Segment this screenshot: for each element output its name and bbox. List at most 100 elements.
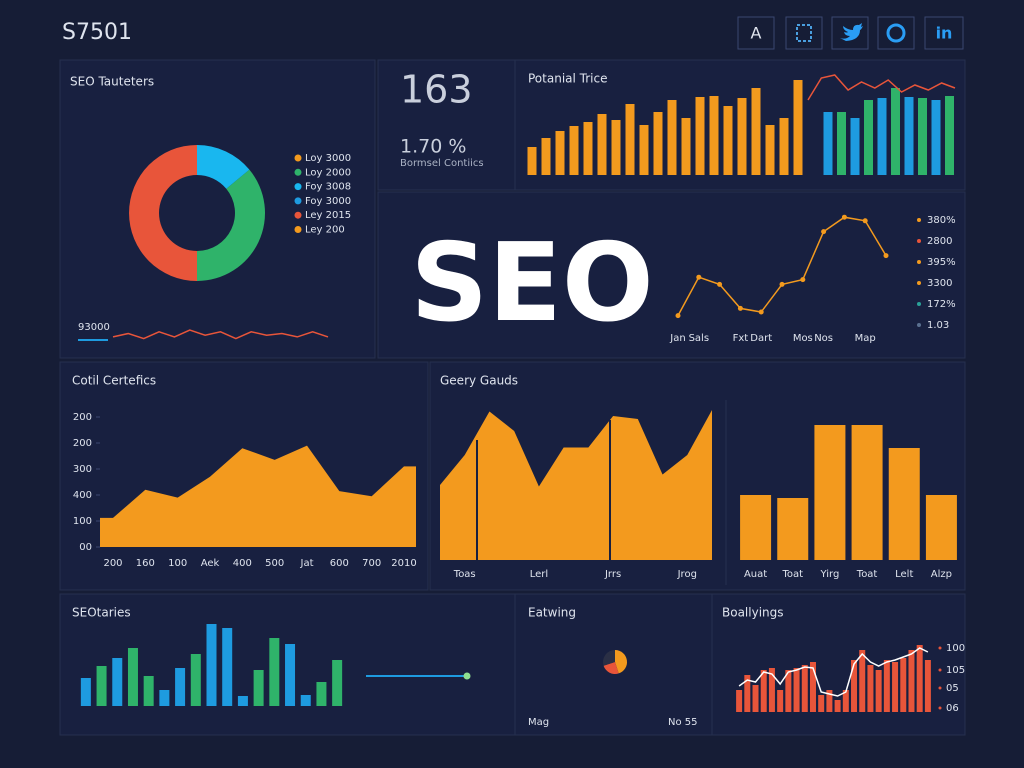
pie-slice (603, 662, 619, 674)
y-tick-label: 200 (73, 412, 92, 423)
bar (883, 660, 890, 712)
legend-label: 395% (927, 257, 956, 268)
legend-label: Ley 200 (305, 225, 345, 236)
line-point (862, 218, 868, 224)
bar (818, 695, 825, 712)
x-tick-label: Lerl (530, 569, 548, 580)
legend-label: 2800 (927, 236, 952, 247)
legend-label: 380% (927, 215, 956, 226)
panel (377, 59, 516, 191)
bar (851, 660, 858, 712)
bar (916, 645, 923, 712)
icon-box[interactable] (785, 16, 823, 50)
line (112, 329, 329, 340)
bar (269, 638, 280, 706)
chart-title: SEO Tauteters (70, 75, 154, 89)
x-tick-label: 600 (330, 558, 349, 569)
bar (888, 448, 920, 560)
pie-slice (129, 145, 197, 281)
chart-title: Boallyings (722, 606, 784, 620)
x-tick-label: Mos (793, 333, 813, 344)
bar (667, 100, 677, 175)
legend-swatch (294, 154, 302, 162)
pie-slice (197, 169, 265, 281)
bar (779, 118, 789, 175)
line-point (758, 309, 764, 315)
bar (793, 80, 803, 175)
bar (931, 100, 941, 175)
bar (785, 670, 792, 712)
legend-swatch (917, 260, 921, 264)
bar (891, 88, 900, 175)
bar (740, 495, 772, 560)
legend-label: 1.03 (927, 320, 949, 331)
area-edge (404, 466, 416, 547)
bar (285, 644, 296, 706)
legend-label: Loy 3000 (305, 153, 351, 164)
x-tick-label: Auat (744, 569, 767, 580)
y-tick-label: 300 (73, 464, 92, 475)
bar (765, 125, 775, 175)
bar (127, 648, 138, 706)
icon-label[interactable]: A (751, 24, 762, 43)
bar (892, 662, 899, 712)
legend-label: Ley 2015 (305, 210, 351, 221)
kpi-change: 1.70 % (400, 136, 466, 158)
pie-slice (603, 650, 615, 666)
bar (300, 695, 311, 706)
bar (908, 650, 915, 712)
y-tick-label: 05 (946, 683, 959, 694)
y-tick-label: 400 (73, 490, 92, 501)
x-tick-label: Alzp (931, 569, 952, 580)
bar (737, 98, 747, 175)
bar (867, 665, 874, 712)
y-tick-label: 100 (946, 643, 965, 654)
bar (801, 665, 808, 712)
x-tick-label: Aek (201, 558, 220, 569)
bar (875, 670, 882, 712)
icon-box[interactable] (737, 16, 775, 50)
bar (809, 662, 816, 712)
x-tick-label: Jrog (677, 569, 697, 580)
bar (850, 118, 860, 175)
x-tick-label: Sals (689, 333, 709, 344)
x-tick-label: Yirg (820, 569, 840, 580)
line-point (675, 313, 681, 319)
icon-box[interactable] (924, 16, 964, 50)
chart-title: Geery Gauds (440, 374, 518, 388)
kpi-value: 163 (400, 68, 473, 112)
legend-label: Loy 2000 (305, 167, 351, 178)
bar (527, 147, 537, 175)
legend-label: 172% (927, 299, 956, 310)
sparkline-label: 93000 (78, 322, 110, 333)
chart-title: Eatwing (528, 606, 576, 620)
y-tick-label: 105 (946, 665, 965, 676)
line-point (800, 277, 806, 283)
social-icons: A in (737, 16, 964, 50)
hero-text: SEO (410, 221, 653, 346)
bar (143, 676, 154, 706)
legend-swatch (294, 226, 302, 233)
chart-title: Potanial Trice (528, 72, 607, 86)
bar (842, 690, 849, 712)
icon-box[interactable] (831, 16, 869, 50)
bar (332, 660, 343, 706)
tick-mark (938, 686, 942, 690)
bar (744, 675, 751, 712)
line-point (841, 214, 847, 220)
area-edge (100, 517, 113, 547)
icon-label[interactable]: in (936, 24, 953, 43)
x-tick-label: Lelt (895, 569, 913, 580)
x-tick-label: Toat (781, 569, 803, 580)
bar (859, 650, 866, 712)
icon-box[interactable] (877, 16, 915, 50)
bar (793, 668, 800, 712)
line-point (717, 281, 723, 287)
legend-label: Foy 3000 (305, 196, 351, 207)
bar (777, 690, 784, 712)
bar (80, 678, 91, 706)
chart-title: SEOtaries (72, 606, 131, 620)
page-title: S7501 (62, 20, 132, 45)
bar (611, 120, 621, 175)
